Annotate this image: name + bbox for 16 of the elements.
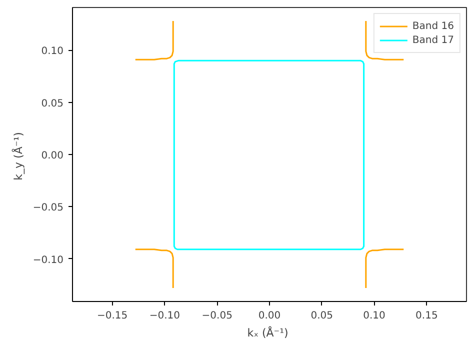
x-tick-label: 0.15	[416, 310, 438, 322]
y-tick-label: 0.05	[41, 98, 64, 110]
y-tick-label: 0.10	[41, 46, 64, 58]
y-tick-label: −0.05	[32, 202, 64, 214]
legend-label: Band 16	[412, 20, 454, 33]
legend-label: Band 17	[412, 34, 454, 47]
x-axis-title: kₓ (Å⁻¹)	[247, 326, 288, 340]
x-tick-label: −0.15	[96, 310, 128, 322]
y-axis-title: k_y (Å⁻¹)	[10, 132, 25, 180]
x-tick-label: 0.10	[363, 310, 386, 322]
x-tick-label: −0.10	[149, 310, 180, 322]
y-tick-label: −0.10	[32, 254, 64, 266]
x-tick-label: 0.00	[258, 310, 281, 322]
x-tick-label: −0.05	[202, 310, 232, 322]
x-tick-label: 0.05	[310, 310, 334, 322]
y-tick-label: 0.00	[41, 150, 64, 162]
